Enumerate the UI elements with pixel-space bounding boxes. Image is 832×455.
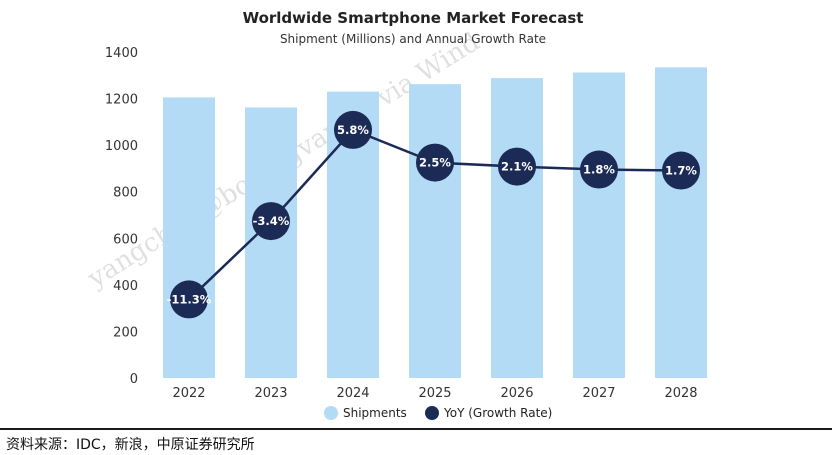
- growth-point-2023: [252, 202, 290, 241]
- growth-point-2026: [498, 147, 536, 186]
- shipment-bars: [163, 67, 707, 379]
- growth-point-2028: [662, 151, 700, 190]
- chart-canvas: yangchun@botongvap.cn via Wind -11.3%-3.…: [82, 9, 707, 420]
- x-tick-label: 2027: [582, 386, 615, 401]
- growth-data-label: 2.1%: [501, 160, 533, 174]
- legend-shipments-label: Shipments: [343, 406, 407, 420]
- growth-data-label: 1.7%: [665, 164, 697, 178]
- bar-2023: [245, 107, 297, 379]
- source-text: 资料来源：IDC，新浪，中原证券研究所: [6, 437, 255, 453]
- y-tick-label: 800: [113, 186, 138, 201]
- chart-subtitle: Shipment (Millions) and Annual Growth Ra…: [280, 32, 546, 46]
- source-footer: 资料来源：IDC，新浪，中原证券研究所: [0, 428, 832, 455]
- growth-point-2024: [334, 110, 372, 149]
- y-tick-label: 1000: [105, 139, 138, 154]
- growth-point-2027: [580, 150, 618, 189]
- y-tick-label: 400: [113, 279, 138, 294]
- x-tick-label: 2028: [664, 386, 697, 401]
- y-tick-label: 1400: [105, 46, 138, 61]
- legend-growth-label: YoY (Growth Rate): [443, 406, 552, 420]
- growth-point-2022: [170, 280, 208, 319]
- legend: Shipments YoY (Growth Rate): [324, 406, 552, 420]
- x-tick-label: 2023: [254, 386, 287, 401]
- growth-data-label: 2.5%: [419, 156, 451, 170]
- y-tick-label: 0: [130, 372, 138, 387]
- chart-title: Worldwide Smartphone Market Forecast: [243, 9, 584, 27]
- y-tick-label: 600: [113, 232, 138, 247]
- growth-data-label: 5.8%: [337, 123, 369, 137]
- x-tick-label: 2022: [172, 386, 205, 401]
- growth-point-2025: [416, 143, 454, 182]
- bar-2028: [655, 67, 707, 379]
- x-tick-label: 2024: [336, 386, 369, 401]
- y-tick-label: 200: [113, 325, 138, 340]
- legend-growth-swatch: [425, 406, 439, 420]
- growth-data-label: 1.8%: [583, 163, 615, 177]
- growth-data-label: -11.3%: [167, 292, 212, 306]
- legend-shipments-swatch: [324, 406, 338, 420]
- growth-data-label: -3.4%: [253, 214, 290, 228]
- bar-2025: [409, 84, 461, 379]
- x-tick-label: 2026: [500, 386, 533, 401]
- y-axis: 0 200 400 600 800 1000 1200 1400: [105, 46, 138, 387]
- x-axis: 2022 2023 2024 2025 2026 2027 2028: [172, 386, 697, 401]
- bar-2022: [163, 97, 215, 379]
- bar-2026: [491, 78, 543, 378]
- y-tick-label: 1200: [105, 93, 138, 108]
- x-tick-label: 2025: [418, 386, 451, 401]
- bar-2027: [573, 72, 625, 379]
- growth-rate-line: -11.3% -3.4% 5.8% 2.5% 2.1% 1.8% 1.7%: [167, 110, 700, 319]
